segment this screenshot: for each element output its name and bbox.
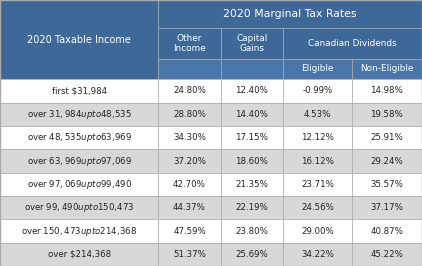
Text: 25.69%: 25.69% — [235, 250, 268, 259]
Bar — [158, 0, 422, 28]
Bar — [221, 173, 283, 196]
Text: 18.60%: 18.60% — [235, 156, 268, 165]
Bar — [283, 243, 352, 266]
Text: 29.24%: 29.24% — [371, 156, 403, 165]
Text: 35.57%: 35.57% — [371, 180, 403, 189]
Text: 24.56%: 24.56% — [301, 203, 334, 212]
Bar — [158, 59, 221, 79]
Bar — [158, 196, 221, 219]
Bar — [158, 79, 221, 103]
Text: 12.40%: 12.40% — [235, 86, 268, 95]
Text: 2020 Marginal Tax Rates: 2020 Marginal Tax Rates — [223, 9, 357, 19]
Text: 47.59%: 47.59% — [173, 227, 206, 236]
Text: 23.80%: 23.80% — [235, 227, 268, 236]
Bar — [352, 79, 422, 103]
Text: 22.19%: 22.19% — [235, 203, 268, 212]
Text: 28.80%: 28.80% — [173, 110, 206, 119]
Text: 51.37%: 51.37% — [173, 250, 206, 259]
Bar — [221, 219, 283, 243]
Text: 19.58%: 19.58% — [371, 110, 403, 119]
Text: over $31,984 up to $48,535: over $31,984 up to $48,535 — [27, 108, 132, 121]
Bar — [283, 149, 352, 173]
Text: 4.53%: 4.53% — [304, 110, 331, 119]
Bar — [283, 28, 422, 59]
Bar — [221, 243, 283, 266]
Text: 24.80%: 24.80% — [173, 86, 206, 95]
Bar — [158, 28, 221, 59]
Text: over $63,969 up to $97,069: over $63,969 up to $97,069 — [27, 155, 132, 168]
Bar — [352, 243, 422, 266]
Bar — [352, 149, 422, 173]
Bar — [221, 126, 283, 149]
Text: over $214,368: over $214,368 — [48, 250, 111, 259]
Text: Canadian Dividends: Canadian Dividends — [308, 39, 397, 48]
Text: first $31,984: first $31,984 — [51, 86, 107, 95]
Text: Non-Eligible: Non-Eligible — [360, 64, 414, 73]
Bar — [158, 149, 221, 173]
Bar — [158, 126, 221, 149]
Bar — [221, 196, 283, 219]
Text: 14.98%: 14.98% — [371, 86, 403, 95]
Bar — [0, 0, 158, 79]
Bar — [352, 59, 422, 79]
Text: 21.35%: 21.35% — [235, 180, 268, 189]
Bar — [0, 126, 158, 149]
Text: Capital
Gains: Capital Gains — [236, 34, 268, 53]
Bar — [0, 173, 158, 196]
Bar — [283, 79, 352, 103]
Bar — [221, 28, 283, 59]
Bar — [0, 219, 158, 243]
Text: 42.70%: 42.70% — [173, 180, 206, 189]
Bar — [283, 126, 352, 149]
Text: 14.40%: 14.40% — [235, 110, 268, 119]
Bar — [158, 173, 221, 196]
Text: 16.12%: 16.12% — [301, 156, 334, 165]
Bar — [0, 79, 158, 103]
Text: 12.12%: 12.12% — [301, 133, 334, 142]
Text: 44.37%: 44.37% — [173, 203, 206, 212]
Bar — [352, 219, 422, 243]
Text: 25.91%: 25.91% — [371, 133, 403, 142]
Bar — [221, 149, 283, 173]
Bar — [283, 103, 352, 126]
Text: over $48,535 up to $63,969: over $48,535 up to $63,969 — [27, 131, 132, 144]
Text: 17.15%: 17.15% — [235, 133, 268, 142]
Text: 34.30%: 34.30% — [173, 133, 206, 142]
Text: Eligible: Eligible — [301, 64, 333, 73]
Text: 34.22%: 34.22% — [301, 250, 334, 259]
Bar — [352, 173, 422, 196]
Bar — [0, 196, 158, 219]
Bar — [0, 243, 158, 266]
Text: over $150,473 up to $214,368: over $150,473 up to $214,368 — [21, 225, 137, 238]
Bar — [158, 243, 221, 266]
Text: 37.20%: 37.20% — [173, 156, 206, 165]
Bar — [283, 173, 352, 196]
Text: over $97,069 up to $99,490: over $97,069 up to $99,490 — [27, 178, 132, 191]
Bar — [158, 219, 221, 243]
Text: 2020 Taxable Income: 2020 Taxable Income — [27, 35, 131, 45]
Text: 37.17%: 37.17% — [371, 203, 403, 212]
Bar — [221, 103, 283, 126]
Bar — [352, 126, 422, 149]
Text: over $99,490 up to $150,473: over $99,490 up to $150,473 — [24, 201, 134, 214]
Bar — [0, 149, 158, 173]
Text: -0.99%: -0.99% — [302, 86, 333, 95]
Bar — [283, 59, 352, 79]
Text: Other
Income: Other Income — [173, 34, 206, 53]
Bar — [158, 103, 221, 126]
Bar — [352, 103, 422, 126]
Text: 45.22%: 45.22% — [371, 250, 403, 259]
Bar — [221, 59, 283, 79]
Bar — [221, 79, 283, 103]
Bar — [0, 103, 158, 126]
Bar — [352, 196, 422, 219]
Bar — [283, 219, 352, 243]
Text: 29.00%: 29.00% — [301, 227, 334, 236]
Text: 40.87%: 40.87% — [371, 227, 403, 236]
Bar — [283, 196, 352, 219]
Text: 23.71%: 23.71% — [301, 180, 334, 189]
